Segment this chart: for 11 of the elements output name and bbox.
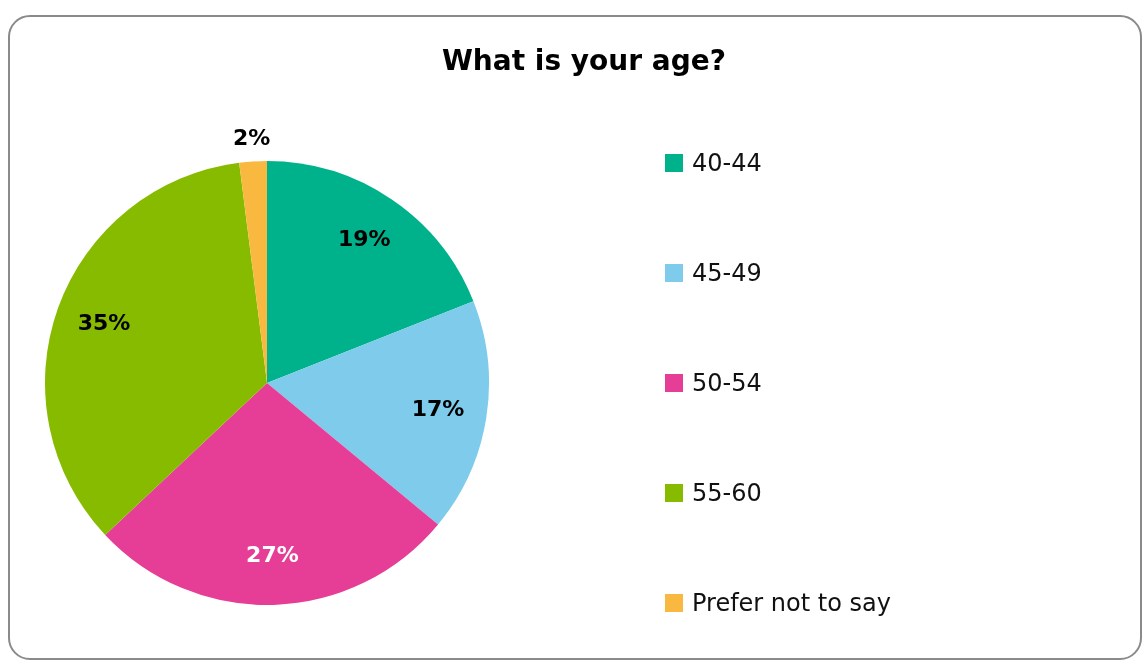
legend-label: 55-60 <box>692 479 762 507</box>
data-label: 27% <box>246 541 299 567</box>
data-label: 17% <box>411 395 465 421</box>
legend-label: 50-54 <box>692 369 762 397</box>
data-label: 19% <box>337 225 391 251</box>
legend-label: 40-44 <box>692 149 762 177</box>
data-label: 2% <box>233 125 271 151</box>
legend-label: 45-49 <box>692 259 762 287</box>
data-label: 35% <box>77 310 131 336</box>
legend-label: Prefer not to say <box>692 589 891 617</box>
chart-title: What is your age? <box>441 44 727 77</box>
